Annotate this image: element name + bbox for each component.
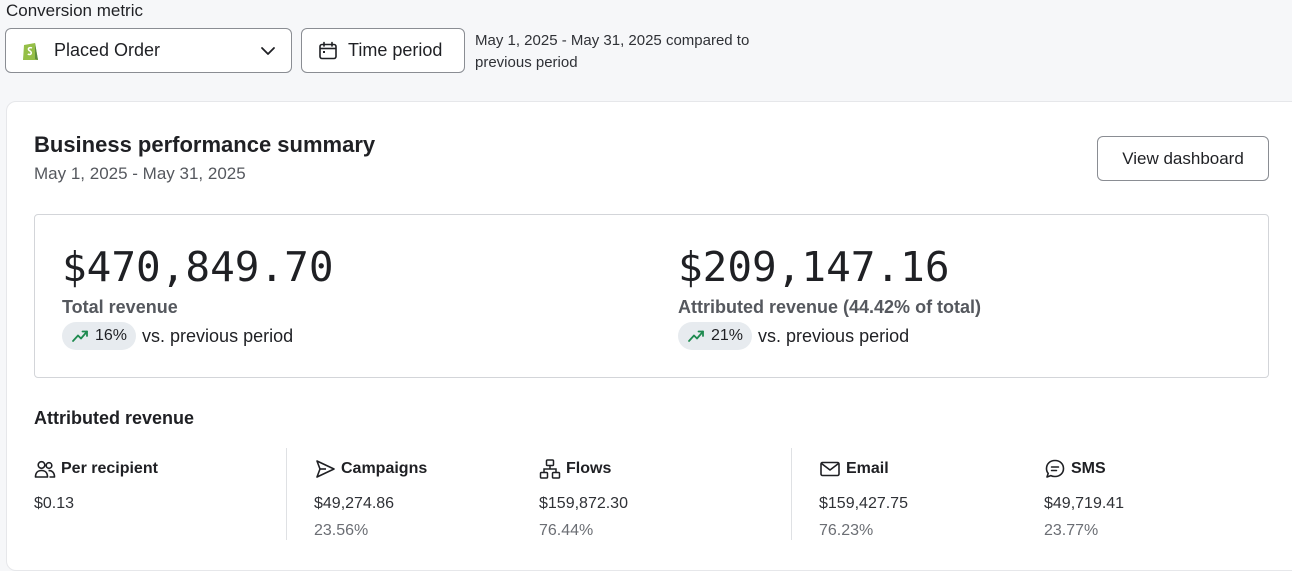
trend-up-icon (688, 330, 704, 342)
business-performance-card: Business performance summary May 1, 2025… (6, 101, 1292, 571)
trend-up-icon (72, 330, 88, 342)
users-icon (34, 460, 56, 478)
mail-icon (820, 461, 840, 477)
campaigns-share: 23.56% (314, 522, 369, 539)
send-icon (316, 460, 335, 478)
card-date-range: May 1, 2025 - May 31, 2025 (34, 164, 246, 183)
time-period-label: Time period (348, 40, 443, 60)
campaigns-value: $49,274.86 (314, 495, 395, 512)
per-recipient-stat: Per recipient $0.13 (34, 458, 158, 513)
trend-badge: 21% (678, 322, 753, 350)
calendar-icon (319, 41, 337, 59)
attributed-revenue-value: $209,147.16 (678, 243, 950, 291)
attributed-revenue-label: Attributed revenue (44.42% of total) (678, 297, 982, 317)
view-dashboard-button[interactable]: View dashboard (1097, 136, 1269, 181)
attributed-revenue-kpi: $209,147.16 Attributed revenue (44.42% o… (678, 243, 981, 350)
comparison-range-text: May 1, 2025 - May 31, 2025 compared to p… (475, 32, 750, 71)
email-value: $159,427.75 (819, 495, 908, 512)
card-title: Business performance summary (34, 132, 376, 157)
total-revenue-value: $470,849.70 (62, 243, 334, 291)
flows-value: $159,872.30 (539, 495, 628, 512)
email-stat: Email $159,427.75 76.23% (819, 458, 908, 540)
conversion-controls: Conversion metric Placed Order Time peri… (0, 0, 1292, 90)
total-revenue-trend: 16% vs. previous period (62, 322, 334, 350)
sms-share: 23.77% (1044, 522, 1099, 539)
sms-label: SMS (1071, 460, 1106, 477)
conversion-metric-value: Placed Order (54, 40, 161, 60)
chat-icon (1045, 459, 1065, 478)
flows-label: Flows (566, 460, 612, 477)
attributed-revenue-trend: 21% vs. previous period (678, 322, 981, 350)
trend-suffix: vs. previous period (758, 325, 910, 346)
chevron-down-icon (261, 46, 275, 55)
trend-badge: 16% (62, 322, 137, 350)
shopify-icon (23, 42, 38, 60)
trend-percent: 16% (95, 327, 128, 344)
column-divider (791, 448, 792, 540)
campaigns-label: Campaigns (341, 460, 428, 477)
trend-percent: 21% (711, 327, 744, 344)
total-revenue-kpi: $470,849.70 Total revenue 16% vs. previo… (62, 243, 334, 350)
flows-stat: Flows $159,872.30 76.44% (539, 458, 628, 540)
campaigns-stat: Campaigns $49,274.86 23.56% (314, 458, 427, 540)
email-label: Email (846, 460, 889, 477)
total-revenue-label: Total revenue (62, 297, 178, 317)
per-recipient-value: $0.13 (34, 495, 75, 512)
column-divider (286, 448, 287, 540)
flow-icon (539, 459, 561, 479)
email-share: 76.23% (819, 522, 874, 539)
attributed-revenue-heading: Attributed revenue (34, 408, 195, 428)
trend-suffix: vs. previous period (142, 325, 294, 346)
flows-share: 76.44% (539, 522, 594, 539)
sms-stat: SMS $49,719.41 23.77% (1044, 458, 1124, 540)
per-recipient-label: Per recipient (61, 460, 158, 477)
sms-value: $49,719.41 (1044, 495, 1125, 512)
conversion-metric-select[interactable]: Placed Order (5, 28, 292, 73)
conversion-metric-label: Conversion metric (6, 1, 143, 20)
time-period-button[interactable]: Time period (301, 28, 465, 73)
kpi-box: $470,849.70 Total revenue 16% vs. previo… (34, 214, 1269, 378)
